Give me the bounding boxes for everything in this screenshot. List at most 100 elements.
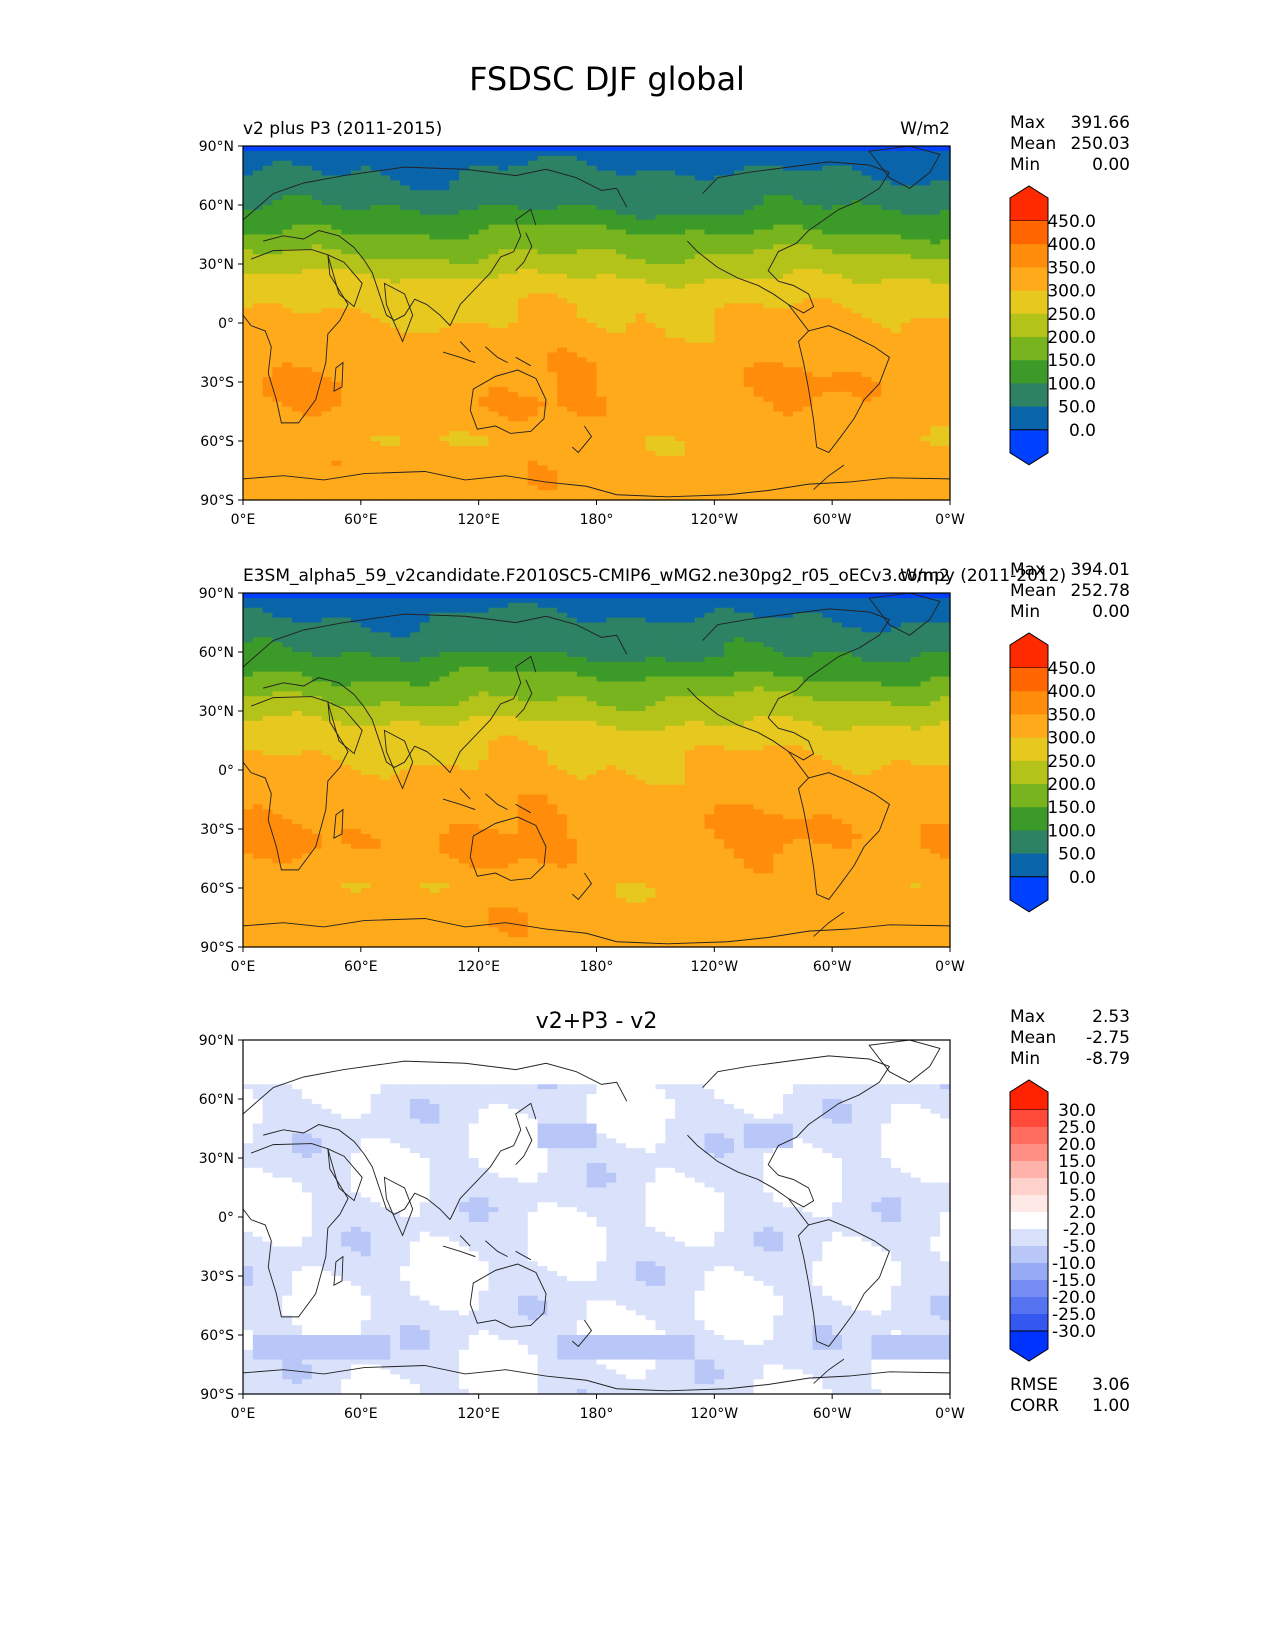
field-cell: [655, 229, 666, 236]
field-cell: [360, 303, 372, 309]
field-cell: [733, 155, 745, 162]
field-cell: [576, 386, 588, 393]
field-cell: [832, 337, 843, 344]
field-cell: [537, 396, 548, 403]
field-cell: [301, 313, 313, 319]
field-cell: [390, 205, 401, 211]
field-cell: [478, 259, 490, 265]
field-cell: [812, 234, 823, 241]
field-cell: [733, 475, 745, 481]
field-cell: [940, 239, 951, 245]
field-cell: [881, 386, 892, 393]
field-cell: [331, 470, 342, 477]
field-cell: [508, 455, 519, 462]
field-cell: [498, 249, 509, 255]
field-cell: [341, 431, 352, 437]
field-cell: [841, 406, 853, 413]
field-cell: [478, 441, 490, 447]
field-cell: [243, 313, 254, 319]
field-cell: [684, 249, 696, 255]
field-cell: [586, 465, 598, 472]
field-cell: [822, 234, 833, 241]
field-cell: [252, 421, 264, 427]
field-cell: [743, 150, 755, 157]
field-cell: [449, 190, 460, 196]
field-cell: [547, 337, 558, 344]
field-cell: [449, 323, 460, 329]
field-cell: [625, 205, 637, 211]
field-cell: [301, 460, 313, 467]
field-cell: [282, 205, 293, 211]
field-cell: [429, 431, 440, 437]
field-cell: [940, 455, 951, 462]
field-cell: [694, 450, 706, 457]
field-cell: [881, 441, 892, 447]
field-cell: [616, 352, 627, 359]
field-cell: [930, 367, 941, 373]
field-cell: [861, 165, 873, 172]
field-cell: [409, 200, 421, 206]
field-cell: [665, 431, 676, 437]
field-cell: [243, 209, 254, 216]
field-cell: [508, 352, 519, 359]
field-cell: [714, 313, 725, 319]
field-cell: [861, 264, 873, 270]
field-cell: [851, 337, 863, 344]
field-cell: [891, 357, 902, 363]
field-cell: [468, 386, 480, 393]
field-cell: [400, 342, 411, 349]
field-cell: [802, 342, 814, 349]
field-cell: [301, 229, 313, 236]
field-cell: [243, 411, 254, 418]
field-cell: [684, 327, 696, 334]
field-cell: [733, 224, 745, 231]
field-cell: [311, 396, 323, 403]
field-cell: [606, 386, 617, 393]
field-cell: [459, 146, 470, 152]
field-cell: [802, 406, 814, 413]
field-cell: [792, 470, 804, 477]
field-cell: [724, 234, 735, 241]
field-cell: [822, 283, 833, 290]
field-cell: [301, 180, 313, 186]
field-cell: [940, 362, 951, 368]
field-cell: [498, 234, 509, 241]
field-cell: [360, 445, 372, 452]
field-cell: [400, 386, 411, 393]
field-cell: [400, 214, 411, 221]
field-cell: [468, 209, 480, 216]
field-cell: [812, 401, 823, 408]
field-cell: [439, 303, 450, 309]
field-cell: [625, 160, 637, 167]
field-cell: [390, 200, 401, 206]
field-cell: [851, 455, 863, 462]
field-cell: [547, 239, 558, 245]
field-cell: [675, 465, 686, 472]
field-cell: [488, 165, 499, 172]
field-cell: [292, 303, 303, 309]
field-cell: [753, 234, 765, 241]
field-cell: [341, 234, 352, 241]
field-cell: [783, 411, 794, 418]
field-cell: [930, 303, 941, 309]
field-cell: [714, 460, 725, 467]
field-cell: [841, 175, 853, 182]
field-cell: [478, 332, 490, 339]
field-cell: [478, 480, 490, 486]
field-cell: [301, 254, 313, 260]
field-cell: [468, 195, 480, 201]
field-cell: [380, 254, 391, 260]
field-cell: [468, 372, 480, 378]
field-cell: [841, 214, 853, 221]
field-cell: [920, 342, 931, 349]
field-cell: [773, 318, 784, 324]
field-cell: [459, 337, 470, 344]
field-cell: [439, 249, 450, 255]
field-cell: [743, 475, 755, 481]
field-cell: [449, 175, 460, 182]
field-cell: [360, 264, 372, 270]
field-cell: [812, 190, 823, 196]
field-cell: [370, 450, 382, 457]
field-cell: [861, 382, 873, 388]
field-cell: [567, 308, 578, 314]
